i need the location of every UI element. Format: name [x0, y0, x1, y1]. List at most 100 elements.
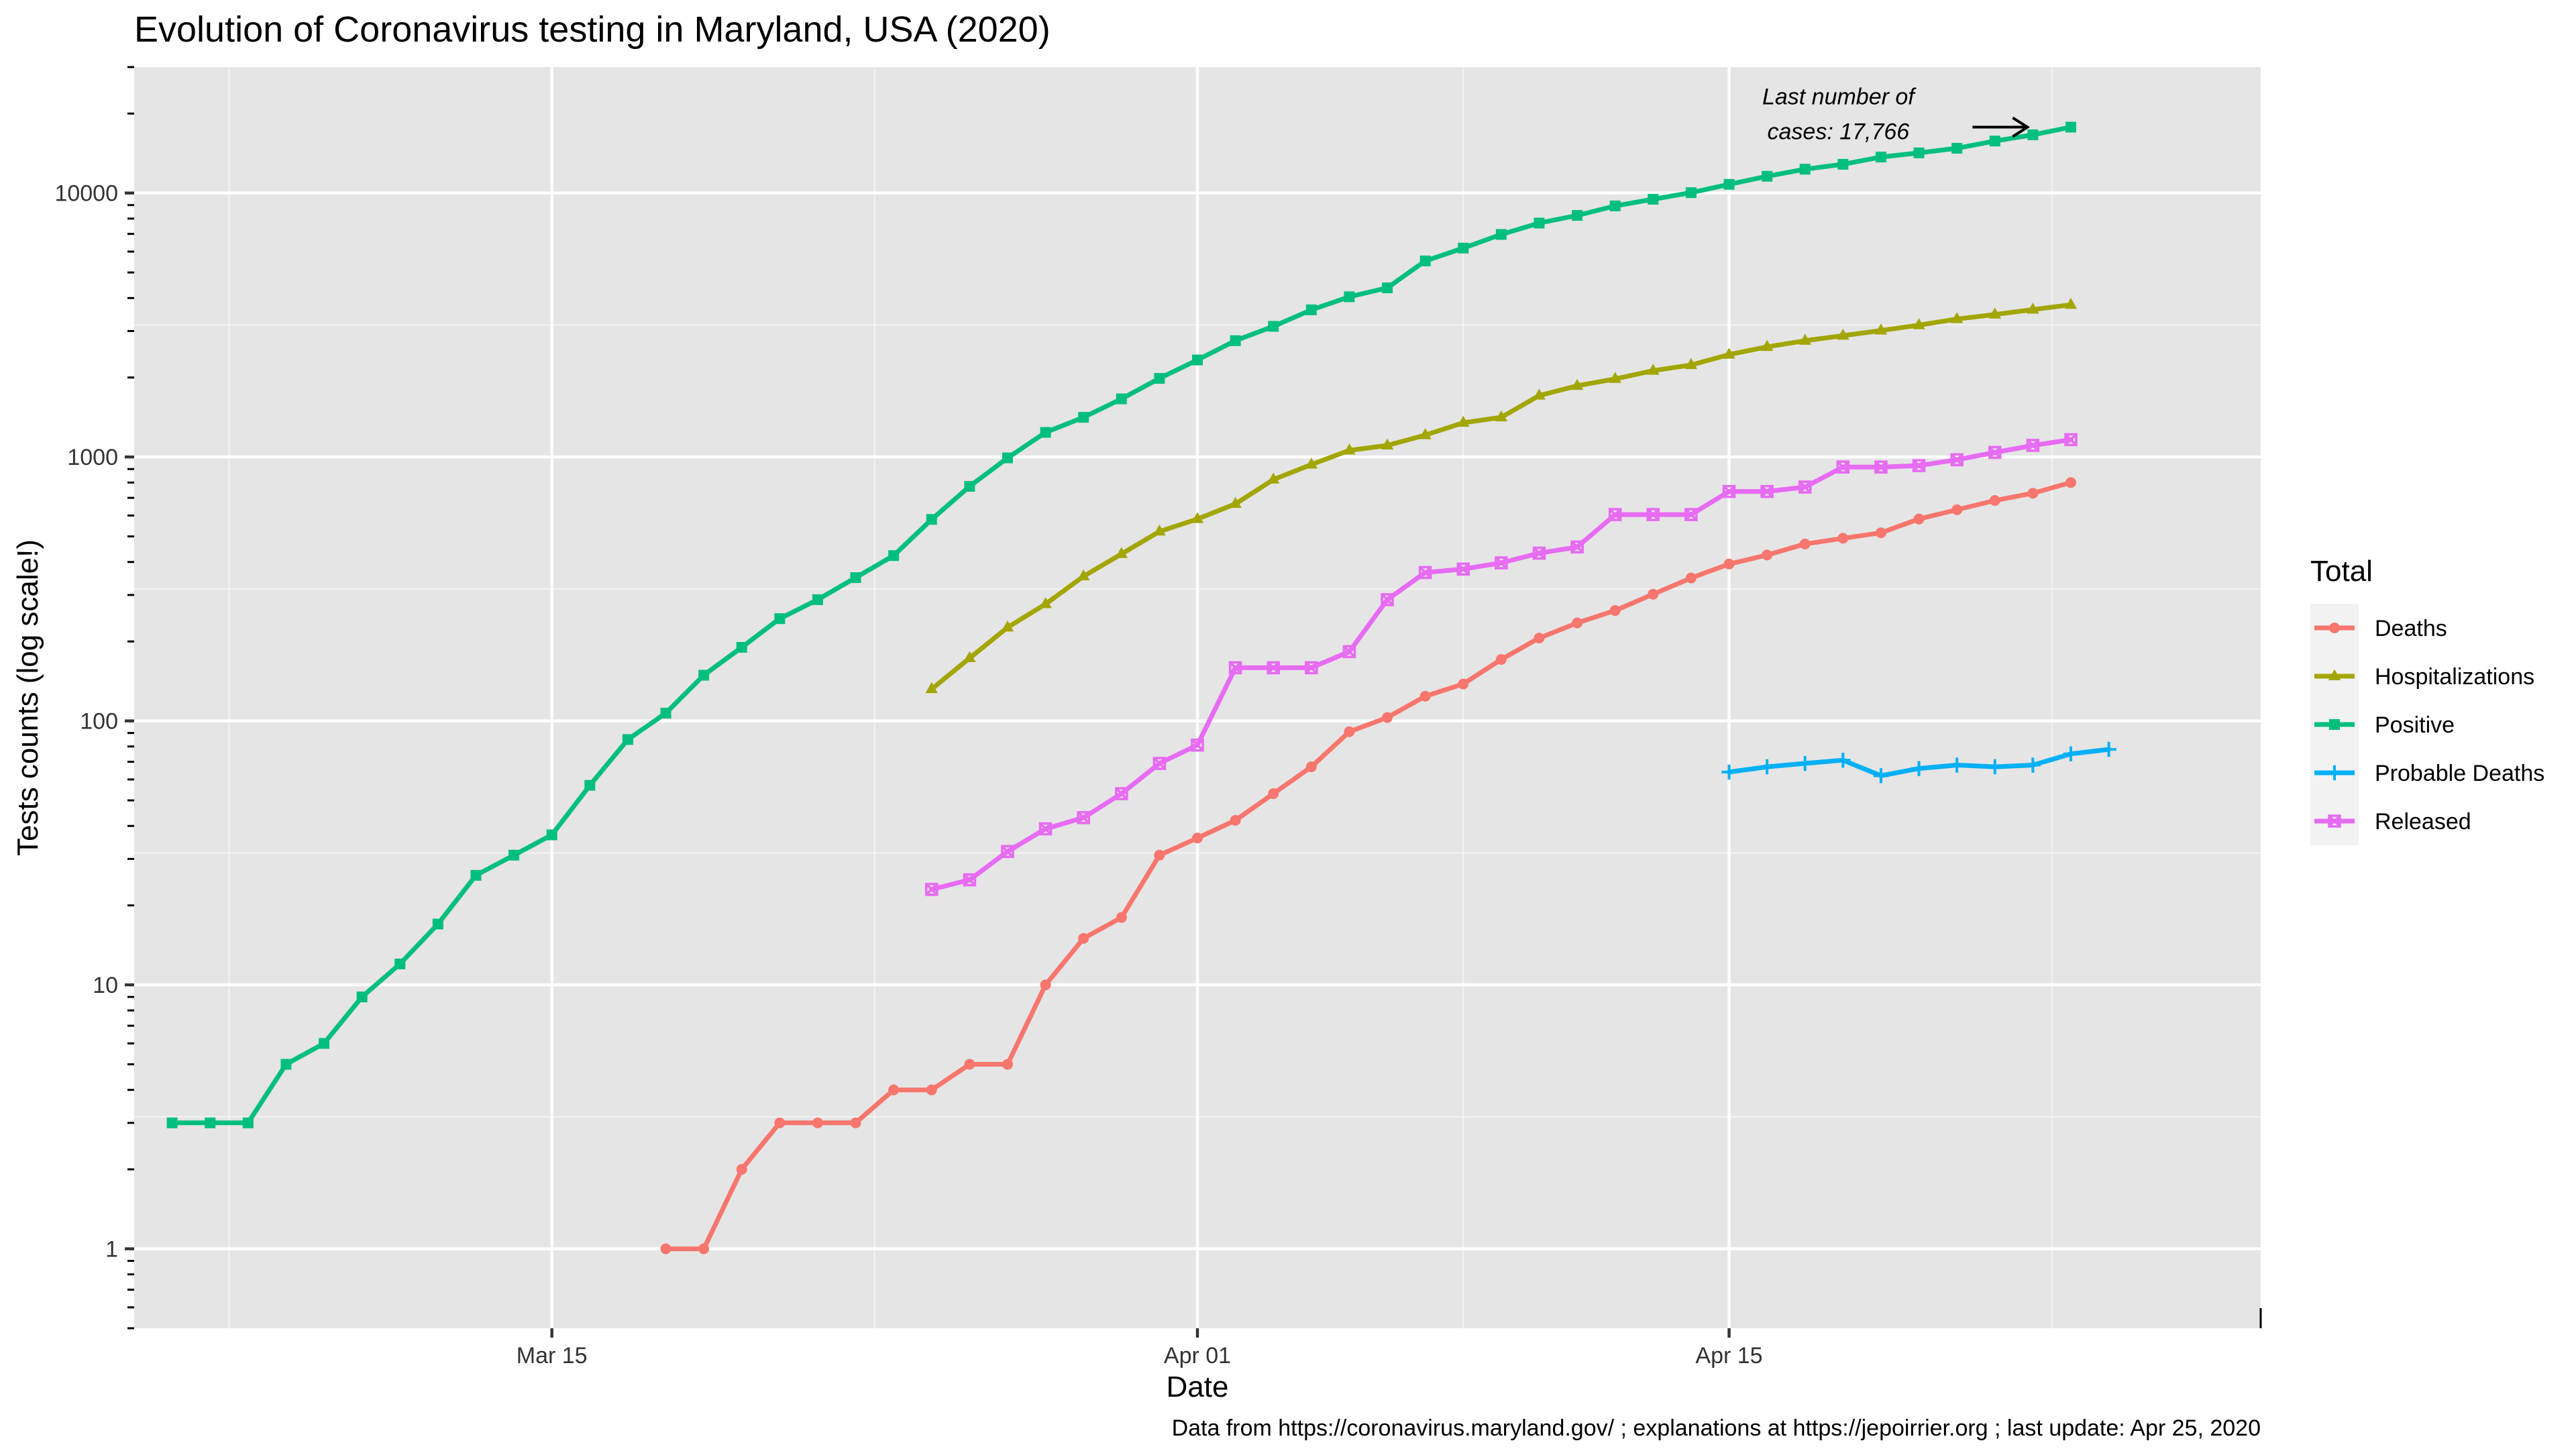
data-point-released: [2064, 433, 2078, 447]
data-point-positive: [2065, 121, 2076, 133]
x-axis: Mar 15 Apr 01 Apr 15: [517, 1308, 2262, 1368]
data-point-positive: [2027, 129, 2039, 140]
data-point-hospitalizations: [1229, 496, 1242, 508]
data-point-deaths: [2027, 488, 2039, 499]
data-point-deaths: [1078, 932, 1089, 944]
data-point-positive: [1609, 200, 1621, 211]
data-point-positive: [1344, 291, 1355, 303]
data-point-deaths: [1534, 633, 1545, 644]
data-point-hospitalizations: [1570, 378, 1584, 390]
legend-entry-probable-deaths: Probable Deaths: [2310, 749, 2544, 797]
data-point-positive: [850, 572, 861, 584]
legend-label: Probable Deaths: [2375, 761, 2544, 786]
series-line-deaths: [663, 480, 2074, 1252]
data-point-deaths: [1837, 533, 1849, 544]
data-point-released: [1114, 787, 1128, 800]
data-point-positive: [1495, 229, 1507, 240]
series-probable-deaths: [1721, 741, 2116, 784]
legend-label: Released: [2375, 809, 2471, 835]
x-axis-label: Date: [1167, 1371, 1229, 1403]
data-point-released: [1038, 822, 1053, 836]
data-point-hospitalizations: [1191, 512, 1204, 523]
data-point-hospitalizations: [925, 682, 938, 694]
data-point-released: [1191, 738, 1204, 752]
data-point-positive: [964, 480, 975, 492]
data-point-released: [963, 873, 977, 887]
data-point-released: [1342, 645, 1356, 659]
data-point-positive: [1192, 354, 1203, 366]
legend-label: Deaths: [2375, 616, 2447, 641]
data-point-deaths: [1989, 495, 2000, 506]
data-point-released: [1760, 484, 1774, 498]
data-point-positive: [1078, 412, 1089, 423]
data-point-positive: [356, 991, 368, 1003]
data-point-positive: [1723, 178, 1735, 190]
data-point-deaths: [1305, 761, 1317, 773]
data-point-deaths: [660, 1243, 672, 1254]
data-point-positive: [584, 780, 596, 791]
data-point-released: [1570, 540, 1584, 554]
data-point-released: [1988, 445, 2002, 460]
annotation-text: Last number of: [1762, 85, 1917, 110]
data-point-positive: [1799, 164, 1811, 175]
data-point-deaths: [1002, 1059, 1013, 1070]
data-point-released: [1418, 566, 1432, 580]
data-point-positive: [1762, 170, 1773, 182]
legend-entry-deaths: Deaths: [2310, 604, 2447, 652]
data-point-positive: [1534, 217, 1545, 229]
data-point-released: [924, 882, 938, 896]
data-point-probable-deaths: [1835, 752, 1851, 768]
series-hospitalizations: [925, 297, 2078, 694]
data-point-released: [1646, 508, 1660, 521]
data-point-positive: [698, 669, 710, 681]
data-point-hospitalizations: [1684, 358, 1698, 370]
data-point-hospitalizations: [1495, 410, 1508, 422]
data-point-released: [1381, 593, 1394, 606]
data-point-positive: [1875, 152, 1886, 163]
data-point-released: [2026, 439, 2040, 452]
data-point-hospitalizations: [1723, 347, 1735, 359]
data-point-positive: [280, 1059, 292, 1070]
y-axis-label: Tests counts (log scale!): [11, 539, 44, 856]
data-point-hospitalizations: [2064, 297, 2078, 309]
data-point-probable-deaths: [2101, 741, 2116, 757]
data-point-released: [1152, 757, 1167, 770]
data-point-released: [1722, 484, 1736, 498]
data-point-released: [1077, 811, 1090, 824]
data-point-positive: [1268, 321, 1279, 332]
data-point-positive: [1419, 255, 1431, 266]
data-point-hospitalizations: [963, 651, 976, 662]
data-point-positive: [1305, 304, 1317, 315]
data-point-positive: [812, 594, 823, 605]
legend-key-marker: [2329, 719, 2340, 730]
data-point-hospitalizations: [1343, 443, 1356, 455]
legend-key-marker: [2326, 765, 2343, 781]
data-point-deaths: [1875, 527, 1886, 539]
data-point-deaths: [1572, 617, 1583, 629]
data-point-positive: [394, 958, 406, 969]
data-point-released: [1912, 459, 1926, 472]
data-point-deaths: [1344, 726, 1355, 737]
data-point-deaths: [850, 1117, 861, 1128]
data-point-probable-deaths: [1987, 759, 2002, 775]
data-point-positive: [1989, 136, 2000, 147]
data-point-deaths: [774, 1117, 786, 1128]
data-point-positive: [926, 514, 937, 525]
data-point-positive: [1382, 282, 1393, 294]
data-point-positive: [1648, 193, 1659, 205]
series-layer: [166, 121, 2116, 1254]
data-point-released: [1684, 508, 1698, 521]
data-point-released: [1874, 460, 1888, 474]
data-point-deaths: [1609, 605, 1621, 616]
data-point-probable-deaths: [1797, 755, 1813, 771]
data-point-positive: [1230, 335, 1241, 346]
data-point-deaths: [1458, 678, 1469, 690]
x-tick-label: Apr 15: [1695, 1343, 1762, 1368]
data-point-deaths: [1723, 558, 1735, 570]
data-point-positive: [166, 1117, 178, 1128]
series-positive: [166, 121, 2076, 1128]
legend-label: Hospitalizations: [2375, 664, 2534, 690]
data-point-released: [1456, 562, 1470, 576]
data-point-probable-deaths: [2025, 757, 2041, 773]
data-point-deaths: [1268, 788, 1279, 800]
